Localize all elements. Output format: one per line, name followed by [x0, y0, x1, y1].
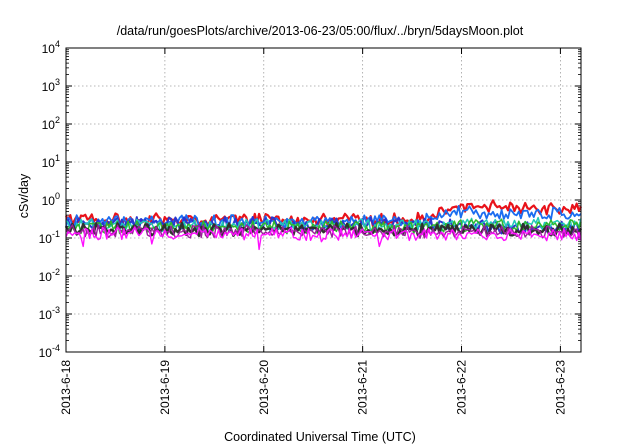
- y-tick-label: 102: [42, 115, 60, 132]
- y-tick-label: 100: [42, 191, 60, 208]
- y-tick-label: 10-1: [39, 229, 60, 246]
- x-axis-label: Coordinated Universal Time (UTC): [224, 430, 416, 444]
- y-tick-label: 103: [42, 77, 60, 94]
- chart-title: /data/run/goesPlots/archive/2013-06-23/0…: [116, 24, 524, 38]
- plot-frame: [65, 47, 582, 353]
- y-tick-label: 101: [42, 153, 60, 170]
- y-tick-label: 10-3: [39, 305, 60, 322]
- x-tick-label: 2013-6-18: [59, 360, 73, 415]
- y-tick-label: 10-2: [39, 267, 60, 284]
- y-tick-label: 104: [42, 39, 60, 56]
- x-tick-label: 2013-6-19: [158, 360, 172, 415]
- x-tick-label: 2013-6-23: [553, 360, 567, 415]
- x-tick-label: 2013-6-21: [356, 360, 370, 415]
- y-tick-label: 10-4: [39, 343, 60, 360]
- x-tick-label: 2013-6-22: [455, 360, 469, 415]
- series-line-7: [65, 224, 582, 240]
- series-line-8: [65, 226, 582, 251]
- series-line-2: [65, 204, 582, 229]
- x-tick-label: 2013-6-20: [257, 360, 271, 415]
